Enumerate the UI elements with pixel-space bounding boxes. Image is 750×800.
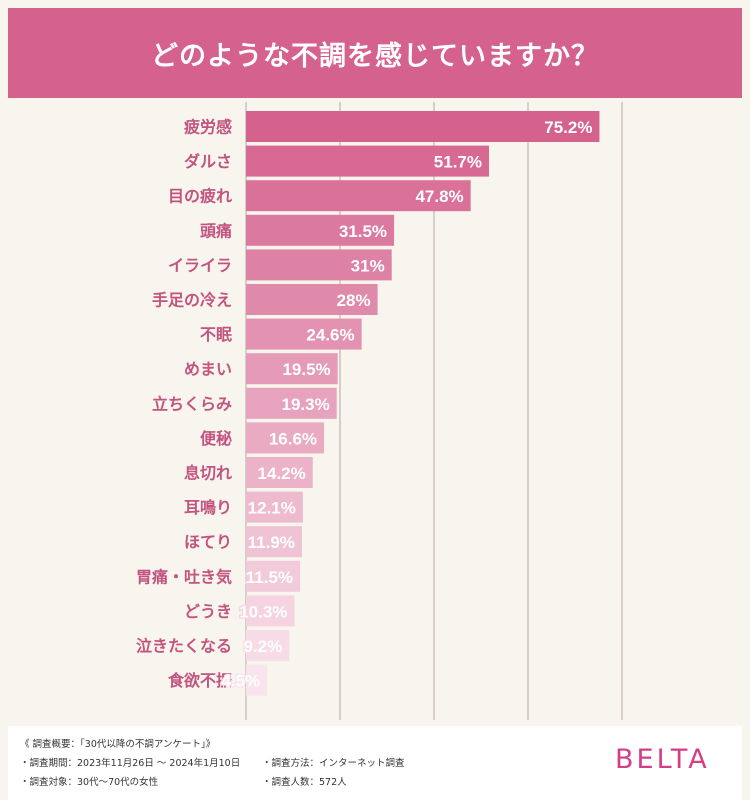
value-label: 16.6% <box>269 429 317 448</box>
category-label: イライラ <box>168 256 232 275</box>
category-label: 便秘 <box>200 429 232 448</box>
category-label: 目の疲れ <box>168 187 232 206</box>
value-label: 51.7% <box>434 153 482 172</box>
value-label: 28% <box>337 291 371 310</box>
value-label: 4.5% <box>221 672 260 691</box>
category-label: めまい <box>184 360 232 379</box>
survey-respondents: ・調査人数：572人 <box>262 774 347 788</box>
belta-logo: BELTA <box>615 744 710 775</box>
survey-overview: 《 調査概要：「30代以降の不調アンケート」》 <box>20 736 215 750</box>
category-label: 不眠 <box>200 325 232 344</box>
value-label: 10.3% <box>239 602 287 621</box>
category-label: どうき <box>184 602 232 621</box>
value-label: 19.5% <box>282 360 330 379</box>
survey-target: ・調査対象：30代〜70代の女性 <box>20 774 158 788</box>
category-label: 手足の冷え <box>152 291 232 310</box>
survey-method: ・調査方法：インターネット調査 <box>262 755 405 769</box>
survey-period: ・調査期間：2023年11月26日 〜 2024年1月10日 <box>20 755 240 769</box>
bar-chart: 疲労感 75.2% ダルさ 51.7% 目の疲れ 47.8% 頭痛 31.5% イライラ 31% 手… <box>0 0 750 726</box>
category-label: ダルさ <box>184 152 232 171</box>
value-label: 12.1% <box>248 499 296 518</box>
value-label: 75.2% <box>544 118 592 137</box>
category-label: 疲労感 <box>184 118 232 137</box>
value-label: 47.8% <box>415 187 463 206</box>
category-label: 耳鳴り <box>184 498 232 517</box>
value-label: 9.2% <box>243 637 282 656</box>
value-label: 14.2% <box>258 464 306 483</box>
category-label: 息切れ <box>184 464 232 483</box>
category-label: 胃痛・吐き気 <box>136 567 232 586</box>
value-label: 24.6% <box>306 326 354 345</box>
value-label: 11.9% <box>248 533 295 552</box>
category-label: ほてり <box>184 533 232 552</box>
category-label: 立ちくらみ <box>152 394 232 413</box>
value-label: 31.5% <box>339 222 387 241</box>
value-label: 11.5% <box>246 568 293 587</box>
category-label: 泣きたくなる <box>136 637 232 656</box>
value-label: 19.3% <box>282 395 330 414</box>
category-label: 頭痛 <box>200 221 232 240</box>
value-label: 31% <box>351 256 385 275</box>
footer: 《 調査概要：「30代以降の不調アンケート」》 ・調査期間：2023年11月26… <box>8 726 742 800</box>
